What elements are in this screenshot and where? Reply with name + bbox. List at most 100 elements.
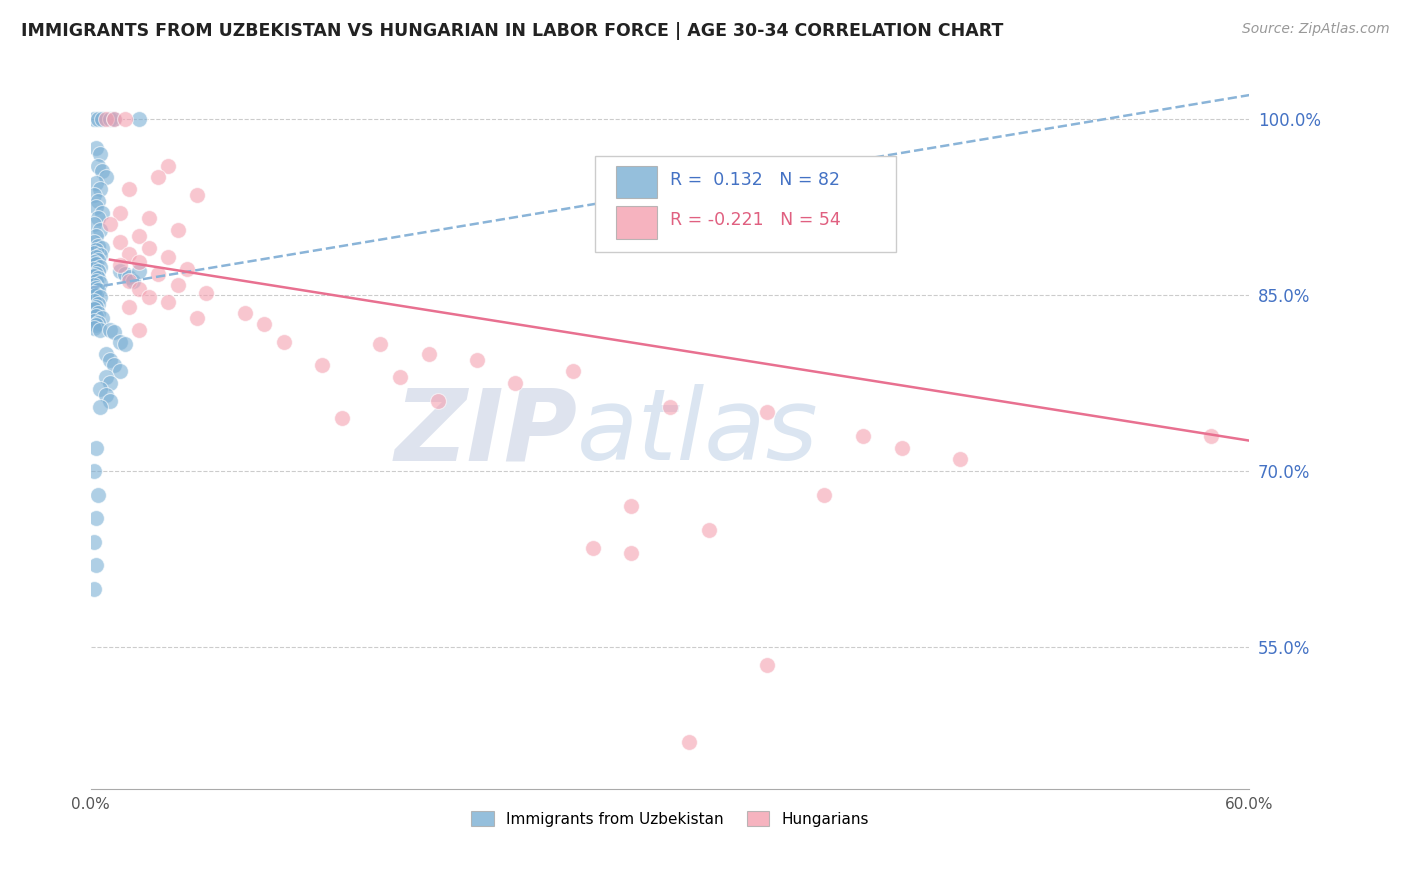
Point [253, 318, 276, 332]
Point [83, 314, 105, 328]
Point [148, 170, 170, 185]
Point [87, 271, 110, 285]
Point [91, 241, 114, 255]
Point [368, 337, 391, 351]
Point [83, 218, 105, 232]
Point [89, 276, 111, 290]
Point [949, 452, 972, 467]
Point [562, 364, 585, 378]
Point [87, 159, 110, 173]
Point [83, 464, 105, 478]
Point [83, 293, 105, 308]
Point [87, 238, 110, 252]
Point [156, 159, 179, 173]
Point [233, 305, 256, 319]
Point [86, 267, 108, 281]
Point [86, 288, 108, 302]
Point [89, 260, 111, 274]
Point [83, 320, 105, 334]
Point [83, 534, 105, 549]
Point [98, 352, 121, 367]
Point [620, 546, 643, 560]
Point [582, 541, 605, 555]
Point [86, 558, 108, 573]
Point [86, 511, 108, 525]
Point [1199, 429, 1222, 443]
Point [118, 300, 141, 314]
Point [418, 346, 440, 360]
Point [118, 246, 141, 260]
Point [83, 582, 105, 596]
Point [122, 274, 145, 288]
Point [148, 267, 170, 281]
Point [138, 241, 160, 255]
Point [83, 188, 105, 202]
Point [852, 429, 875, 443]
Point [114, 267, 136, 281]
Point [755, 658, 778, 673]
Point [103, 112, 125, 126]
Point [86, 318, 108, 333]
Point [755, 405, 778, 419]
Point [94, 370, 117, 384]
Point [659, 400, 682, 414]
Point [697, 523, 720, 537]
Point [87, 283, 110, 297]
Point [83, 112, 105, 126]
Point [813, 488, 835, 502]
Point [118, 274, 141, 288]
Point [86, 244, 108, 258]
Point [128, 112, 150, 126]
Text: Source: ZipAtlas.com: Source: ZipAtlas.com [1241, 22, 1389, 37]
Point [138, 211, 160, 226]
Point [86, 309, 108, 323]
Point [83, 235, 105, 249]
Point [118, 270, 141, 285]
Point [86, 257, 108, 271]
Point [128, 323, 150, 337]
Point [86, 441, 108, 455]
Point [195, 285, 218, 300]
Point [83, 268, 105, 283]
FancyBboxPatch shape [595, 156, 896, 252]
Text: atlas: atlas [578, 384, 818, 482]
Text: R =  0.132   N = 82: R = 0.132 N = 82 [671, 171, 839, 189]
Point [108, 264, 131, 278]
Point [108, 364, 131, 378]
Point [176, 262, 198, 277]
Point [87, 194, 110, 208]
Point [83, 278, 105, 293]
Point [98, 323, 121, 337]
Point [330, 411, 353, 425]
Point [108, 205, 131, 219]
Point [86, 229, 108, 244]
Point [89, 146, 111, 161]
Point [678, 734, 700, 748]
Point [83, 285, 105, 300]
Text: ZIP: ZIP [394, 384, 578, 482]
Point [128, 229, 150, 244]
Text: R = -0.221   N = 54: R = -0.221 N = 54 [671, 211, 841, 229]
Point [465, 352, 488, 367]
Point [91, 205, 114, 219]
Point [89, 400, 111, 414]
Point [86, 250, 108, 264]
Point [86, 281, 108, 295]
Point [87, 297, 110, 311]
Point [91, 112, 114, 126]
Point [388, 370, 411, 384]
Point [98, 112, 121, 126]
Point [114, 112, 136, 126]
Point [89, 223, 111, 237]
Point [620, 500, 643, 514]
Point [156, 250, 179, 264]
Point [138, 290, 160, 304]
Point [166, 278, 188, 293]
FancyBboxPatch shape [616, 166, 657, 198]
Point [86, 200, 108, 214]
Point [128, 282, 150, 296]
Point [118, 182, 141, 196]
Point [103, 326, 125, 340]
Point [86, 141, 108, 155]
Point [83, 262, 105, 277]
